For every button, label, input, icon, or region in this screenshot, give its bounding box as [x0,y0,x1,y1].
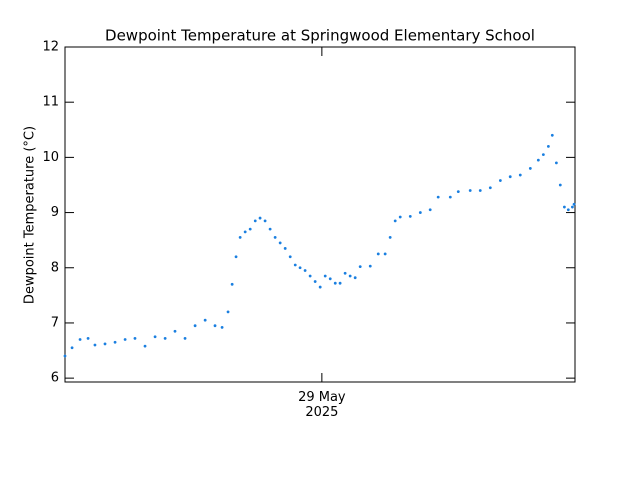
data-point [183,337,187,340]
y-tick-label: 8 [51,260,59,275]
data-point [288,255,292,259]
data-point [333,281,337,285]
data-point [528,167,532,170]
y-tick-label: 6 [51,371,59,386]
data-point [213,324,217,328]
data-point [123,338,127,341]
data-point [263,219,267,223]
data-point [388,236,392,239]
data-point [498,179,502,182]
data-point [428,208,432,212]
data-point [368,264,372,268]
data-point [508,175,512,179]
y-axis-label: Dewpoint Temperature (°C) [23,126,38,304]
data-point [153,335,157,339]
data-point [536,158,540,162]
y-tick-label: 12 [42,40,59,55]
data-point [63,354,67,358]
data-point [418,211,422,214]
data-point [86,337,90,340]
data-point [253,219,257,223]
y-tick-label: 7 [51,315,59,330]
data-point [226,310,230,314]
y-tick-label: 10 [42,150,59,165]
y-tick-label: 9 [51,205,59,220]
data-point [338,281,342,285]
data-point [570,205,574,209]
data-point [93,343,97,347]
data-point [343,271,347,275]
data-point [398,215,402,219]
data-point [273,236,277,239]
data-point [173,329,177,333]
data-point [376,252,380,256]
data-point [234,255,238,259]
data-point [308,274,312,278]
data-point [468,189,472,192]
x-tick-label: 29 May 2025 [298,390,346,420]
data-point [193,324,197,328]
data-point [488,186,492,190]
plot-frame [64,46,576,383]
data-point [220,325,224,329]
data-point [546,144,550,148]
data-point [478,189,482,192]
data-point [393,219,397,223]
data-point [303,269,307,272]
data-point [436,195,440,199]
data-point [203,318,207,322]
data-point [562,205,566,209]
data-point [566,208,570,212]
data-point [113,340,117,344]
data-point [163,337,167,340]
data-point [456,190,460,193]
data-point [554,161,558,165]
data-point [103,342,107,346]
data-point [448,195,452,199]
data-point [298,266,302,270]
data-point [230,282,234,286]
data-point [283,247,287,250]
x-tick-label-line: 29 May [298,390,346,405]
data-point [358,265,362,269]
chart-title: Dewpoint Temperature at Springwood Eleme… [105,27,535,45]
data-point [323,274,327,278]
data-point [248,227,252,231]
data-point [313,280,317,283]
data-point [353,276,357,280]
data-point [558,183,562,187]
data-point [541,153,545,157]
data-point [550,133,554,137]
data-point [143,344,147,348]
data-point [293,263,297,267]
data-point [238,236,242,239]
data-point [348,274,352,278]
y-tick-label: 11 [42,95,59,110]
data-point [278,241,282,245]
data-point [78,338,82,341]
data-point [572,202,576,206]
data-point [243,230,247,234]
data-point [518,173,522,177]
data-point [318,285,322,289]
data-point [383,252,387,256]
data-point [328,277,332,281]
data-point [258,216,262,220]
x-tick-label-line: 2025 [305,405,338,420]
data-point [408,215,412,218]
data-point [268,227,272,231]
data-point [133,337,137,340]
data-point [70,346,74,350]
